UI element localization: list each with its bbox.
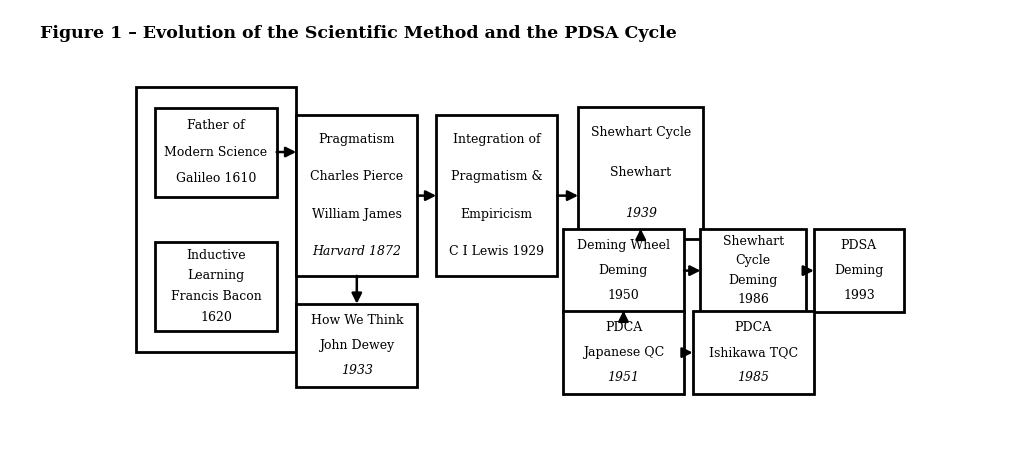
Text: Pragmatism &: Pragmatism & [451,170,543,183]
Bar [814,229,904,313]
Text: Shewhart: Shewhart [610,166,671,179]
Bar [436,116,557,276]
Text: C I Lewis 1929: C I Lewis 1929 [449,245,544,258]
Text: Integration of: Integration of [453,133,541,146]
Text: 1985: 1985 [738,371,769,385]
Text: Pragmatism: Pragmatism [319,133,396,146]
Text: 1993: 1993 [843,289,875,303]
Text: Deming: Deming [834,264,884,277]
Text: 1986: 1986 [738,294,769,306]
Text: PDSA: PDSA [840,239,877,252]
Text: PDCA: PDCA [735,321,772,334]
Bar [136,87,297,352]
Text: 1620: 1620 [200,311,232,324]
Text: 1933: 1933 [341,365,372,377]
Text: Ishikawa TQC: Ishikawa TQC [708,346,798,359]
Text: Figure 1 – Evolution of the Scientific Method and the PDSA Cycle: Figure 1 – Evolution of the Scientific M… [40,25,677,42]
Text: How We Think: How We Think [311,314,403,327]
Bar [155,242,276,331]
Text: Deming Wheel: Deming Wheel [577,239,670,252]
Bar [578,106,703,239]
Text: Empiricism: Empiricism [461,208,533,221]
Text: Japanese QC: Japanese QC [583,346,664,359]
Text: Francis Bacon: Francis Bacon [171,290,261,303]
Bar [155,107,276,197]
Text: Cycle: Cycle [736,255,771,267]
Text: Learning: Learning [188,270,244,283]
Text: PDCA: PDCA [604,321,642,334]
Text: Galileo 1610: Galileo 1610 [176,173,256,185]
Text: Deming: Deming [598,264,648,277]
Bar [700,229,806,313]
Text: Charles Pierce: Charles Pierce [310,170,404,183]
Text: Shewhart Cycle: Shewhart Cycle [590,126,691,139]
Text: Deming: Deming [728,274,778,287]
Text: William James: William James [312,208,402,221]
Text: Harvard 1872: Harvard 1872 [313,245,402,258]
Text: Shewhart: Shewhart [722,235,784,248]
Text: 1939: 1939 [625,207,657,220]
Bar [692,311,814,395]
Text: 1950: 1950 [607,289,640,303]
Text: 1951: 1951 [607,371,640,385]
Bar [563,229,684,313]
Bar [563,311,684,395]
Bar [297,304,418,387]
Text: John Dewey: John Dewey [319,339,395,352]
Text: Father of: Father of [188,119,245,131]
Text: Inductive: Inductive [187,249,246,262]
Text: Modern Science: Modern Science [164,145,267,159]
Bar [297,116,418,276]
